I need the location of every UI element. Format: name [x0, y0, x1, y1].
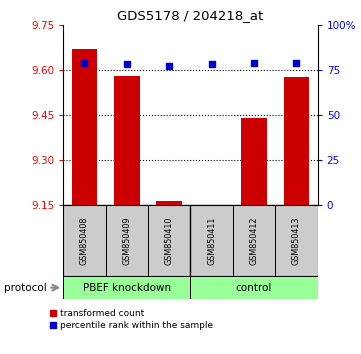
Title: GDS5178 / 204218_at: GDS5178 / 204218_at — [117, 9, 264, 22]
Point — [124, 62, 130, 67]
Bar — [148, 205, 191, 276]
Text: control: control — [236, 282, 272, 293]
Text: GSM850412: GSM850412 — [249, 216, 258, 265]
Point — [209, 62, 214, 67]
Point — [82, 60, 87, 65]
Point — [293, 60, 299, 65]
Text: protocol: protocol — [4, 282, 46, 293]
Bar — [63, 276, 191, 299]
Text: GSM850408: GSM850408 — [80, 217, 89, 265]
Bar — [191, 276, 318, 299]
Bar — [71, 49, 97, 205]
Bar — [105, 205, 148, 276]
Bar — [242, 118, 267, 205]
Bar — [275, 205, 318, 276]
Point — [251, 60, 257, 65]
Text: GSM850409: GSM850409 — [122, 216, 131, 265]
Bar — [233, 205, 275, 276]
Text: GSM850413: GSM850413 — [292, 217, 301, 265]
Bar — [191, 205, 233, 276]
Text: GSM850411: GSM850411 — [207, 217, 216, 265]
Text: GSM850410: GSM850410 — [165, 217, 174, 265]
Text: PBEF knockdown: PBEF knockdown — [83, 282, 171, 293]
Bar — [63, 205, 105, 276]
Bar — [284, 78, 309, 205]
Bar — [114, 76, 139, 205]
Bar — [156, 201, 182, 205]
Legend: transformed count, percentile rank within the sample: transformed count, percentile rank withi… — [50, 309, 214, 330]
Point — [166, 63, 172, 69]
